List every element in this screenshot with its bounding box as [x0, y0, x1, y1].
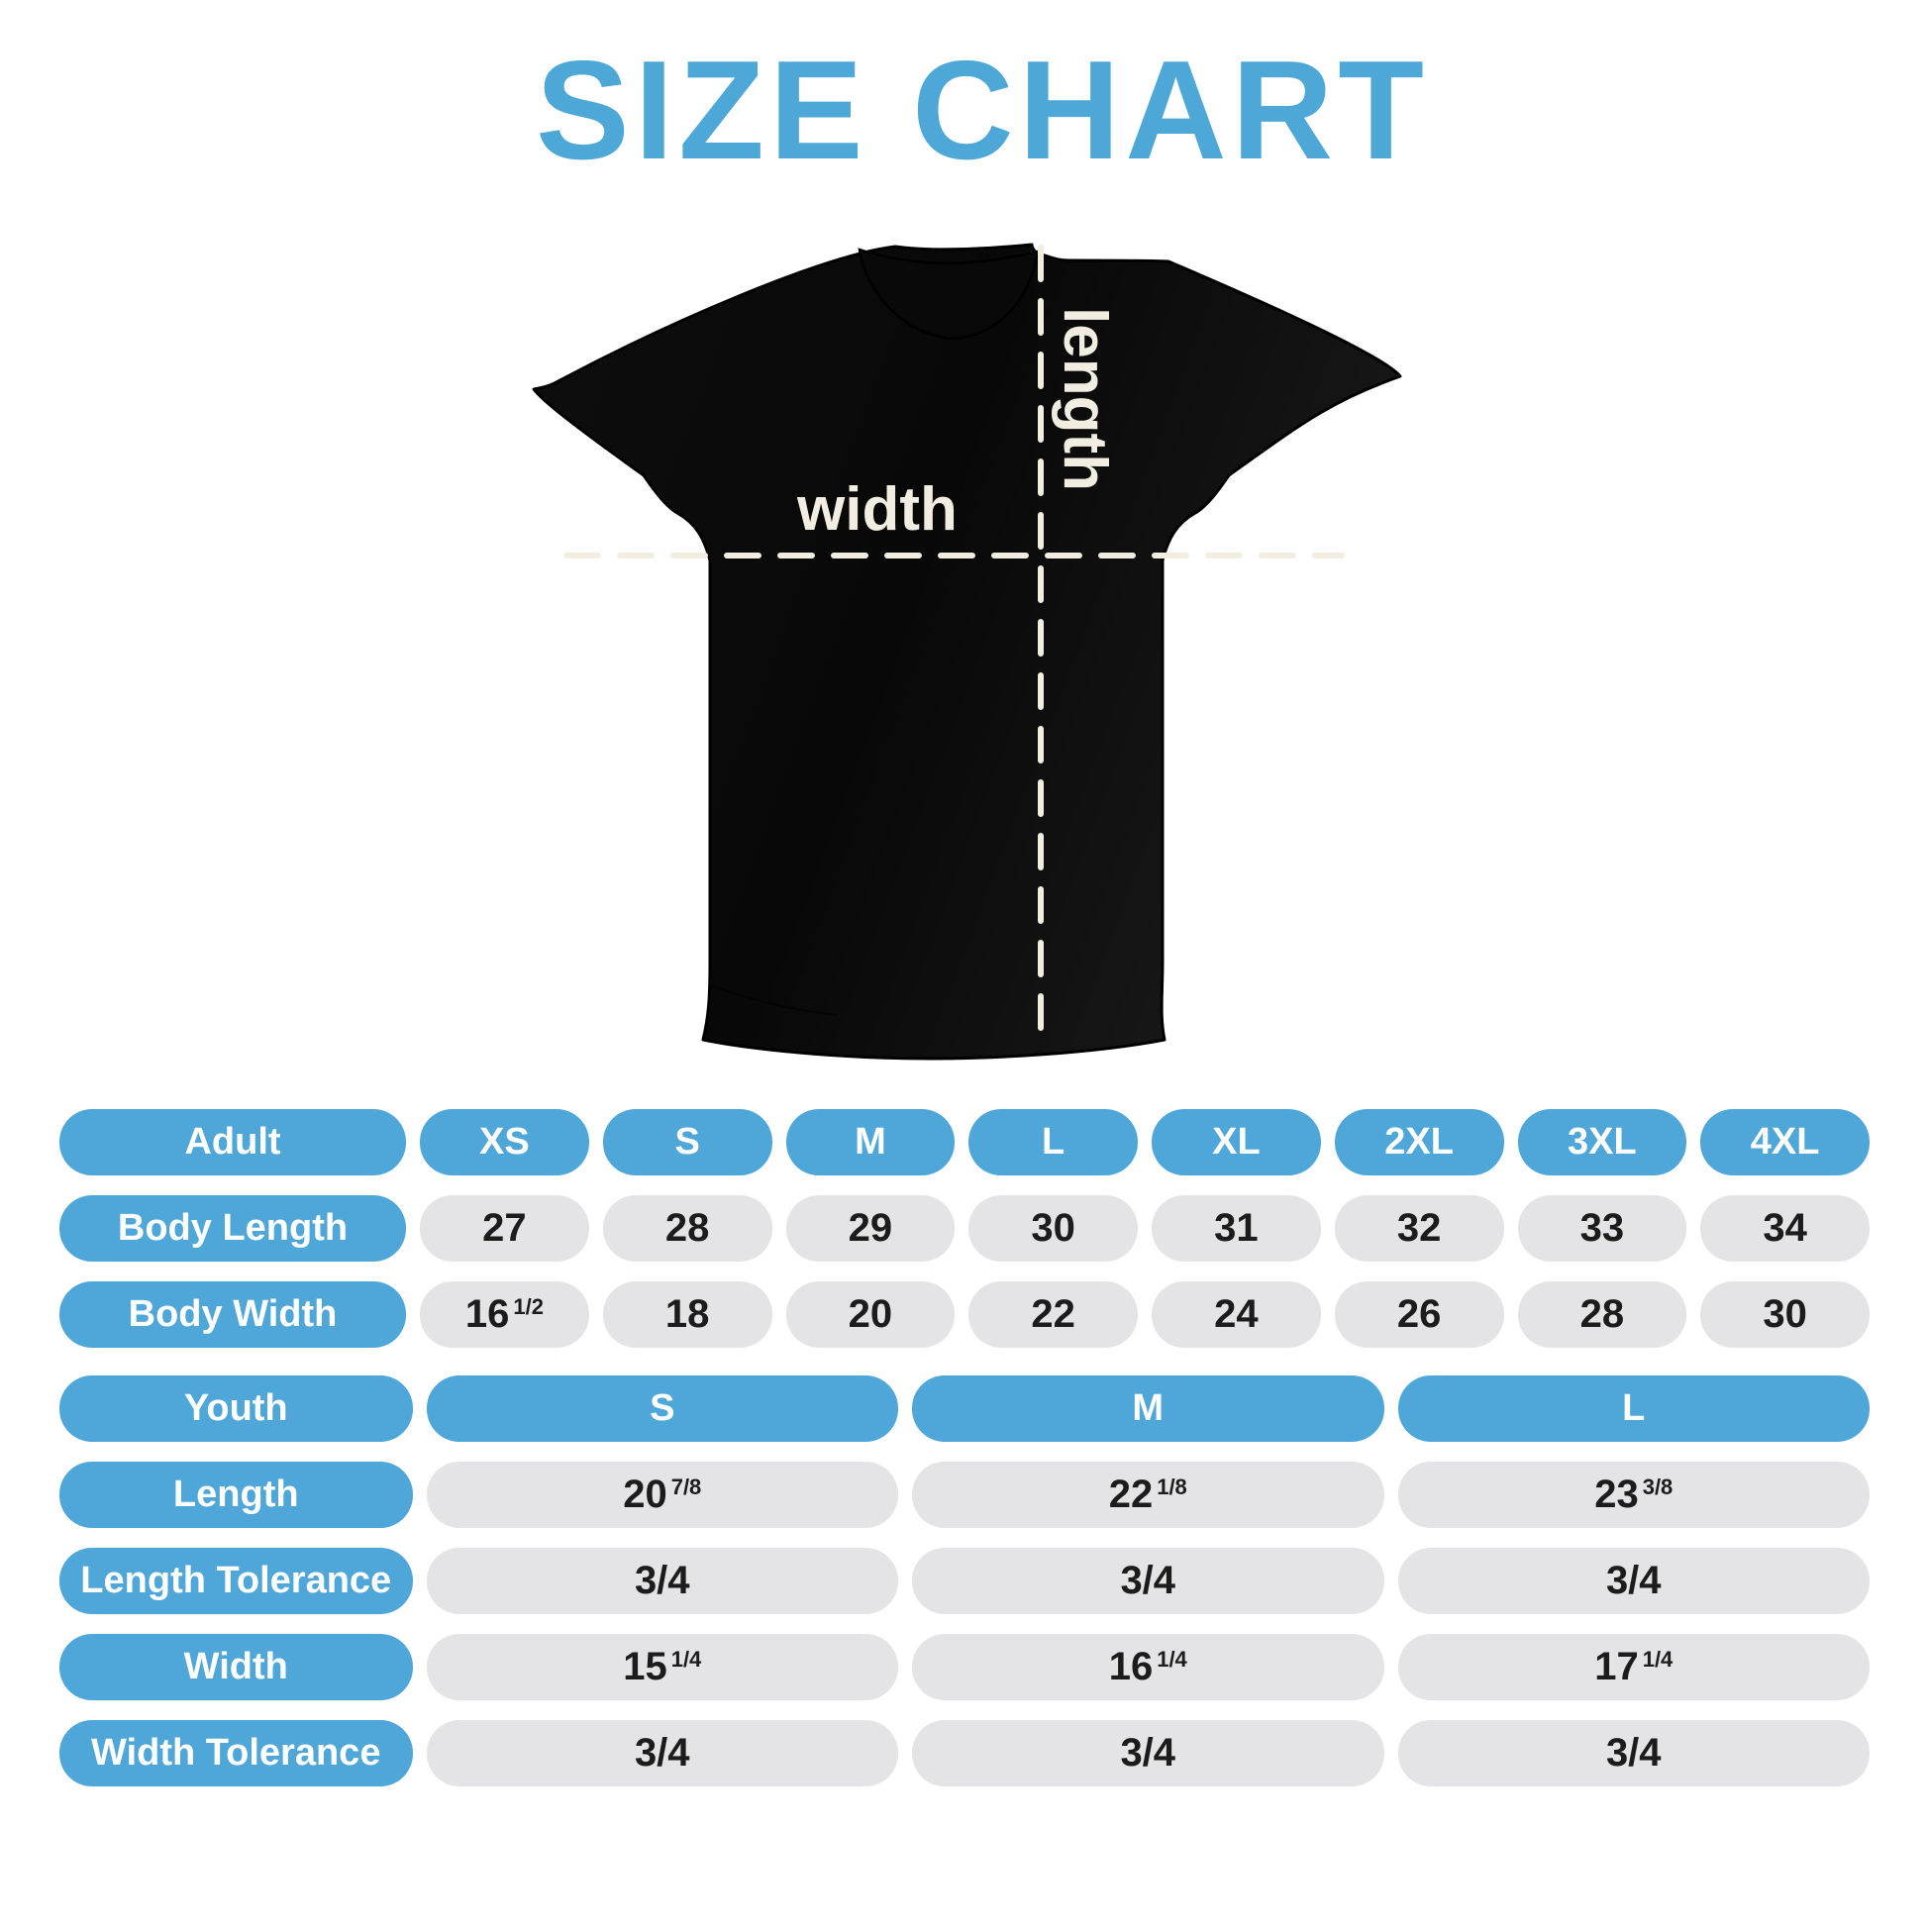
svg-text:width: width — [796, 475, 958, 544]
svg-text:length: length — [1051, 307, 1119, 491]
